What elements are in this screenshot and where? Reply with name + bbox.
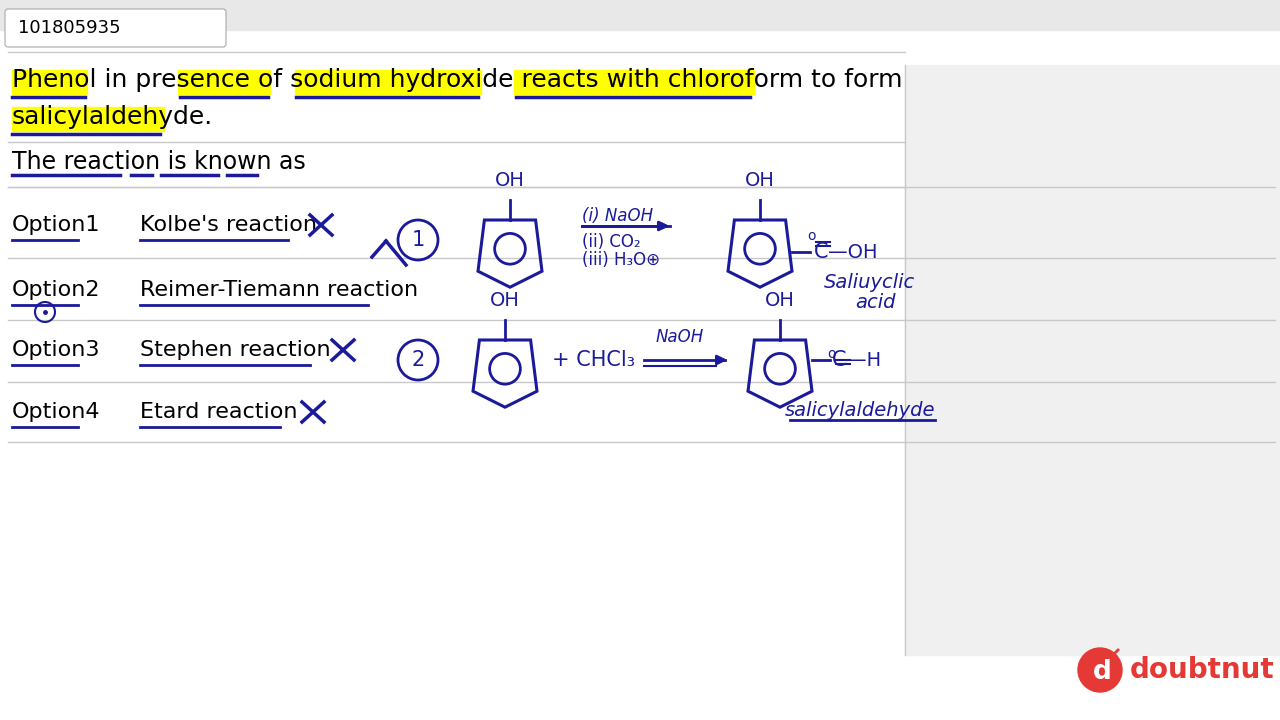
Text: (ii) CO₂: (ii) CO₂ — [582, 233, 640, 251]
Text: (iii) H₃O⊕: (iii) H₃O⊕ — [582, 251, 660, 269]
Text: acid: acid — [855, 292, 895, 312]
FancyBboxPatch shape — [5, 9, 227, 47]
Text: (i) NaOH: (i) NaOH — [582, 207, 653, 225]
Text: Option1: Option1 — [12, 215, 101, 235]
Text: Etard reaction: Etard reaction — [140, 402, 297, 422]
Text: OH: OH — [745, 171, 774, 190]
Text: C: C — [814, 242, 828, 262]
Text: o: o — [808, 229, 817, 243]
Text: Reimer-Tiemann reaction: Reimer-Tiemann reaction — [140, 280, 419, 300]
Text: C: C — [832, 350, 846, 370]
Circle shape — [1078, 648, 1123, 692]
Text: Phenol in presence of sodium hydroxide reacts with chloroform to form: Phenol in presence of sodium hydroxide r… — [12, 68, 902, 92]
Text: salicylaldehyde.: salicylaldehyde. — [12, 105, 214, 129]
Text: OH: OH — [765, 291, 795, 310]
Text: doubtnut: doubtnut — [1130, 656, 1275, 684]
Bar — [905, 65, 1280, 655]
Text: Kolbe's reaction: Kolbe's reaction — [140, 215, 317, 235]
Text: o: o — [828, 347, 836, 361]
Text: OH: OH — [495, 171, 525, 190]
Text: Option4: Option4 — [12, 402, 101, 422]
Text: Stephen reaction: Stephen reaction — [140, 340, 330, 360]
Text: Saliuyclic: Saliuyclic — [824, 272, 915, 292]
Bar — [12, 70, 87, 94]
Bar — [294, 70, 481, 94]
Text: Option3: Option3 — [12, 340, 101, 360]
Text: d: d — [1093, 659, 1111, 685]
Bar — [0, 0, 1280, 30]
Bar — [12, 107, 164, 131]
Bar — [178, 70, 270, 94]
Text: NaOH: NaOH — [655, 328, 704, 346]
Text: OH: OH — [490, 291, 520, 310]
Text: The reaction is known as: The reaction is known as — [12, 150, 306, 174]
Text: —OH: —OH — [828, 243, 878, 261]
Text: 101805935: 101805935 — [18, 19, 120, 37]
Text: salicylaldehyde: salicylaldehyde — [785, 400, 936, 420]
Text: + CHCl₃: + CHCl₃ — [552, 350, 635, 370]
Bar — [515, 70, 754, 94]
Text: 1: 1 — [411, 230, 425, 250]
Text: 2: 2 — [411, 350, 425, 370]
Text: Option2: Option2 — [12, 280, 101, 300]
Text: —H: —H — [847, 351, 881, 369]
